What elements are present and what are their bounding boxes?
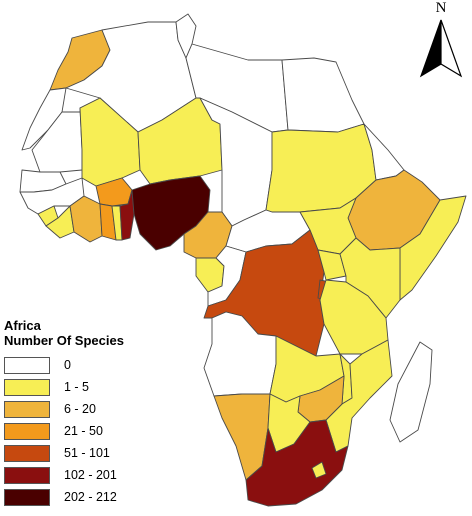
legend-label: 21 - 50 xyxy=(64,424,103,438)
legend-label: 1 - 5 xyxy=(64,380,90,394)
legend-swatch xyxy=(4,356,50,374)
country-uganda xyxy=(317,249,347,281)
legend-label: 6 - 20 xyxy=(64,402,96,416)
legend-swatch xyxy=(4,444,50,462)
country-south-africa xyxy=(245,419,349,507)
country-cote-divoire xyxy=(69,195,103,243)
country-madagascar xyxy=(389,341,433,443)
country-egypt xyxy=(281,57,365,133)
legend-swatch xyxy=(4,466,50,484)
country-lesotho xyxy=(311,461,327,479)
legend-subtitle: Number Of Species xyxy=(4,333,124,348)
legend-swatch xyxy=(4,378,50,396)
legend-item: 51 - 101 xyxy=(4,442,154,464)
legend-item: 6 - 20 xyxy=(4,398,154,420)
north-label: N xyxy=(435,0,447,16)
legend-item: 0 xyxy=(4,354,154,376)
legend-label: 0 xyxy=(64,358,71,372)
legend-swatch xyxy=(4,400,50,418)
legend-label: 202 - 212 xyxy=(64,490,117,504)
legend-item: 21 - 50 xyxy=(4,420,154,442)
legend: Africa Number Of Species 0 1 - 5 6 - 20 … xyxy=(4,318,154,508)
legend-item: 1 - 5 xyxy=(4,376,154,398)
north-arrow: N xyxy=(418,0,464,84)
north-arrow-icon xyxy=(419,19,463,78)
legend-swatch xyxy=(4,422,50,440)
legend-swatch xyxy=(4,488,50,506)
country-somalia xyxy=(399,195,467,301)
country-western-sahara xyxy=(21,87,67,151)
legend-item: 202 - 212 xyxy=(4,486,154,508)
country-kenya xyxy=(339,237,401,319)
legend-label: 102 - 201 xyxy=(64,468,117,482)
legend-title: Africa xyxy=(4,318,41,333)
legend-item: 102 - 201 xyxy=(4,464,154,486)
legend-label: 51 - 101 xyxy=(64,446,110,460)
